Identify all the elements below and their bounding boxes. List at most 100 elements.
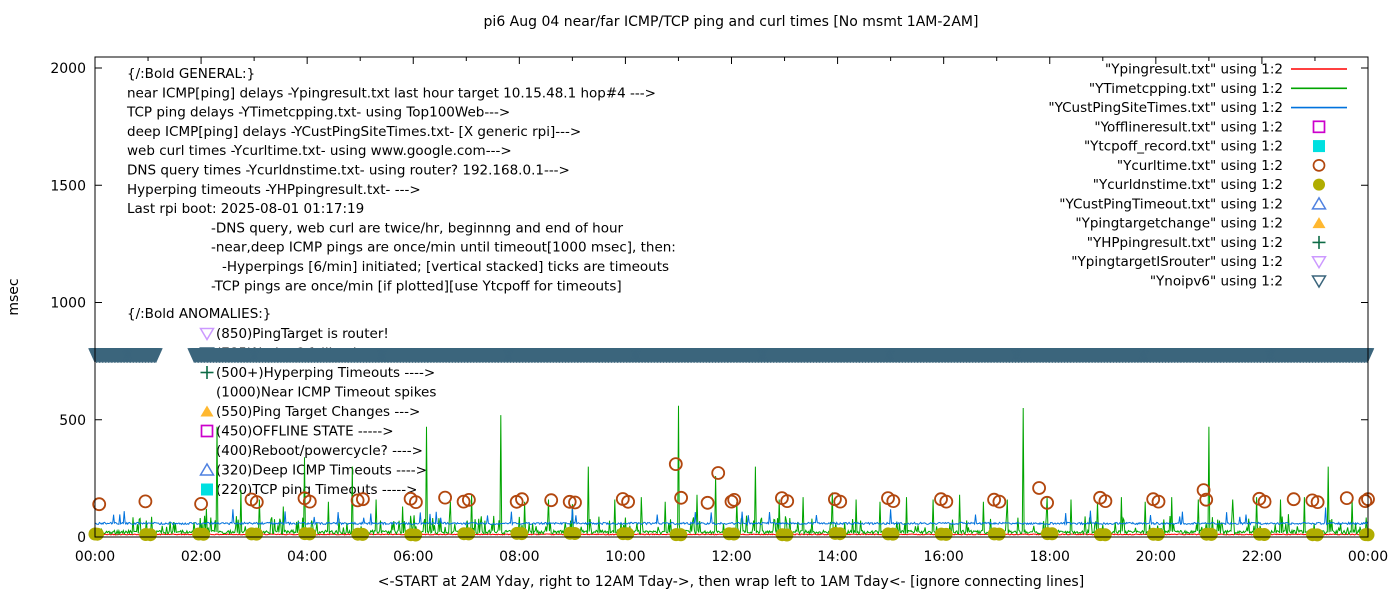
noipv6-band bbox=[88, 348, 1375, 364]
anomaly-line: (550)Ping Target Changes ---> bbox=[216, 404, 420, 420]
curl-point bbox=[711, 466, 726, 480]
dns-point bbox=[1098, 528, 1112, 542]
curl-point bbox=[1339, 491, 1354, 506]
y-tick-label: 1500 bbox=[50, 178, 86, 194]
curl-point bbox=[194, 496, 209, 511]
curl-point bbox=[674, 490, 688, 505]
x-tick-label: 14:00 bbox=[817, 549, 857, 565]
legend-label: "YCustPingSiteTimes.txt" using 1:2 bbox=[1048, 100, 1283, 116]
curl-point bbox=[302, 494, 317, 509]
anomaly-line: (850)PingTarget is router! bbox=[216, 326, 389, 342]
curl-point bbox=[727, 492, 742, 507]
curl-point bbox=[886, 494, 901, 509]
curl-point bbox=[562, 494, 577, 509]
legend-label: "YTimetcpping.txt" using 1:2 bbox=[1089, 81, 1283, 97]
general-note-line: DNS query times -Ycurldnstime.txt- using… bbox=[127, 163, 570, 179]
curl-point bbox=[992, 494, 1007, 509]
x-tick-label: 08:00 bbox=[499, 549, 539, 565]
curl-point bbox=[92, 497, 107, 512]
legend-sample-triangle-down-open bbox=[1311, 255, 1327, 270]
x-tick-label: 00:00 bbox=[1348, 549, 1388, 565]
legend-sample-square-filled bbox=[1313, 140, 1325, 153]
anomaly-line: {/:Bold ANOMALIES:} bbox=[127, 306, 271, 322]
curl-point bbox=[408, 495, 423, 510]
legend-label: "YpingtargetISrouter" using 1:2 bbox=[1071, 254, 1283, 270]
anomaly-line: (450)OFFLINE STATE -----> bbox=[216, 424, 394, 440]
curl-point bbox=[138, 494, 153, 509]
dns-point bbox=[780, 528, 794, 542]
legend-sample-triangle-down-open bbox=[1311, 275, 1327, 289]
dns-point bbox=[143, 528, 157, 542]
general-note-line: TCP ping delays -YTimetcpping.txt- using… bbox=[126, 105, 510, 121]
curl-point bbox=[1098, 494, 1113, 509]
curl-point bbox=[438, 490, 453, 505]
legend-label: "Ypingtargetchange" using 1:2 bbox=[1075, 216, 1283, 232]
dns-point bbox=[197, 527, 210, 541]
dns-point bbox=[939, 527, 953, 541]
legend-label: "YHPpingresult.txt" using 1:2 bbox=[1087, 235, 1283, 251]
legend-label: "Ycurltime.txt" using 1:2 bbox=[1117, 158, 1283, 174]
curl-point bbox=[1310, 495, 1325, 510]
legend-sample-triangle-up-open bbox=[1311, 196, 1327, 210]
y-tick-label: 2000 bbox=[50, 61, 86, 77]
anomaly-marker-square-open bbox=[200, 424, 214, 438]
curl-point bbox=[1358, 494, 1373, 509]
general-note-line: -DNS query, web curl are twice/hr, begin… bbox=[211, 220, 624, 236]
x-tick-label: 04:00 bbox=[287, 549, 327, 565]
general-note-line: -Hyperpings [6/min] initiated; [vertical… bbox=[222, 259, 669, 275]
dns-point bbox=[674, 528, 688, 542]
legend-label: "Ycurldnstime.txt" using 1:2 bbox=[1093, 177, 1283, 193]
curl-point bbox=[544, 493, 559, 508]
legend-label: "Ynoipv6" using 1:2 bbox=[1150, 273, 1283, 289]
dns-point bbox=[1310, 528, 1324, 542]
curl-point bbox=[833, 494, 848, 509]
anomaly-marker-square-filled bbox=[201, 483, 213, 496]
legend-sample-square-open bbox=[1312, 120, 1326, 134]
dns-point bbox=[992, 527, 1006, 541]
y-tick-label: 1000 bbox=[50, 296, 86, 312]
y-tick-label: 0 bbox=[77, 530, 86, 546]
general-note-line: {/:Bold GENERAL:} bbox=[127, 66, 255, 82]
general-note-line: -near,deep ICMP pings are once/min until… bbox=[211, 240, 676, 256]
dns-point bbox=[356, 527, 370, 541]
curl-point bbox=[568, 495, 582, 510]
general-note-line: -TCP pings are once/min [if plotted][use… bbox=[211, 278, 622, 294]
x-tick-label: 12:00 bbox=[711, 549, 751, 565]
general-note-line: web curl times -Ycurltime.txt- using www… bbox=[127, 143, 512, 159]
curl-point bbox=[350, 493, 365, 508]
x-tick-label: 18:00 bbox=[1030, 549, 1070, 565]
curl-point bbox=[1199, 492, 1214, 507]
legend-sample-triangle-up-filled bbox=[1312, 217, 1326, 229]
legend-label: "Ypingresult.txt" using 1:2 bbox=[1105, 62, 1283, 78]
curl-point bbox=[1196, 483, 1211, 498]
curl-point bbox=[461, 492, 476, 507]
legend-label: "Ytcpoff_record.txt" using 1:2 bbox=[1084, 139, 1283, 155]
chart-title: pi6 Aug 04 near/far ICMP/TCP ping and cu… bbox=[484, 14, 979, 30]
general-note-line: Hyperping timeouts -YHPpingresult.txt- -… bbox=[127, 182, 421, 198]
anomaly-marker-triangle-down-open bbox=[199, 327, 215, 341]
x-axis-footer: <-START at 2AM Yday, right to 12AM Tday-… bbox=[378, 574, 1084, 590]
legend-sample-circle-open bbox=[1312, 159, 1326, 172]
curl-point bbox=[700, 495, 715, 510]
dns-point bbox=[1045, 527, 1059, 541]
curl-point bbox=[515, 492, 529, 507]
dns-point bbox=[462, 527, 476, 541]
x-tick-label: 10:00 bbox=[605, 549, 645, 565]
curl-point bbox=[249, 495, 264, 510]
anomaly-line: (320)Deep ICMP Timeouts ----> bbox=[216, 463, 427, 479]
y-axis-label: msec bbox=[6, 278, 22, 315]
dns-point bbox=[727, 527, 741, 541]
curl-point bbox=[780, 494, 795, 509]
curl-point bbox=[1151, 494, 1166, 509]
anomaly-marker-triangle-up-open bbox=[199, 462, 215, 476]
curl-point bbox=[668, 457, 683, 472]
dns-point bbox=[303, 527, 317, 541]
anomaly-line: (500+)Hyperping Timeouts ----> bbox=[216, 365, 435, 381]
curl-point bbox=[1257, 494, 1272, 509]
general-note-line: Last rpi boot: 2025-08-01 01:17:19 bbox=[127, 201, 364, 217]
x-tick-label: 20:00 bbox=[1136, 549, 1176, 565]
legend-label: "Yofflineresult.txt" using 1:2 bbox=[1094, 119, 1283, 135]
y-tick-label: 500 bbox=[59, 413, 86, 429]
